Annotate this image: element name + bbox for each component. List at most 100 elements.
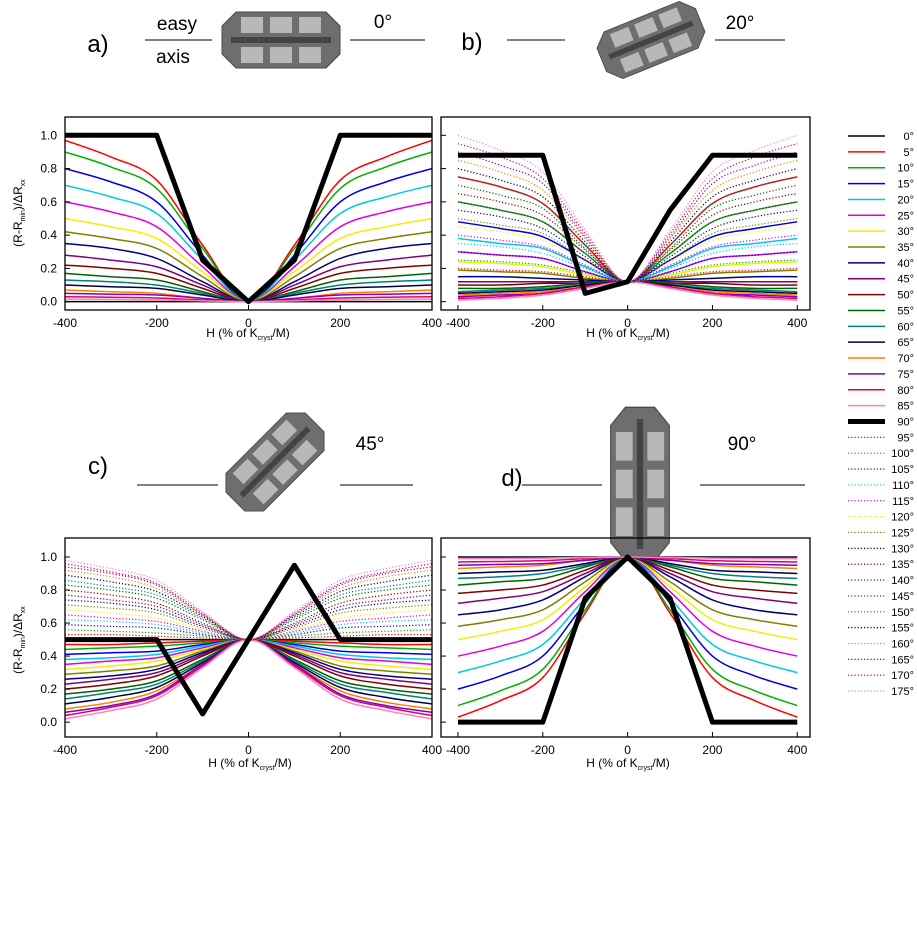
x-axis-title: H (% of Kcryst/M) [586, 326, 669, 342]
legend-label: 25° [897, 210, 914, 222]
series-line [457, 167, 798, 283]
series-line [457, 556, 798, 707]
series-line [65, 599, 432, 641]
plot-frame [440, 537, 811, 738]
legend-label: 30° [897, 226, 914, 238]
series-line [65, 242, 432, 303]
y-tick-label: 0.4 [40, 649, 57, 663]
y-tick-label: 0.8 [40, 583, 57, 597]
y-tick-label: 1.0 [40, 128, 57, 142]
plot-frame [440, 116, 811, 311]
x-axis-title: H (% of Kcryst/M) [206, 326, 289, 342]
x-axis-title: H (% of Kcryst/M) [208, 756, 291, 772]
series-line [457, 554, 798, 725]
series-line [65, 184, 432, 303]
series-line [457, 234, 798, 283]
legend-label: 175° [891, 686, 914, 698]
angle-label: 20° [726, 13, 755, 34]
x-tick-label: 0 [624, 743, 631, 757]
y-tick-label: 1.0 [40, 550, 57, 564]
legend-label: 115° [892, 496, 914, 508]
legend-label: 155° [891, 623, 914, 635]
x-tick-label: 0 [245, 316, 252, 330]
legend-label: 130° [891, 543, 914, 555]
legend-label: 150° [891, 607, 914, 619]
x-tick-label: -200 [531, 743, 555, 757]
legend-label: 105° [891, 464, 914, 476]
series-line [65, 562, 432, 717]
series-line [457, 556, 798, 628]
legend-label: 5° [903, 147, 914, 159]
series-line [457, 152, 798, 296]
series-line [457, 556, 798, 616]
legend-label: 0° [903, 131, 914, 143]
series-line [457, 556, 798, 595]
series-line [65, 574, 432, 641]
series-line [457, 237, 798, 283]
legend-label: 135° [891, 559, 914, 571]
x-tick-label: -200 [145, 316, 169, 330]
legend-label: 45° [897, 274, 914, 286]
panel-label: b) [461, 29, 482, 56]
series-line [65, 619, 432, 641]
x-tick-label: 0 [624, 316, 631, 330]
legend-label: 95° [897, 432, 914, 444]
series-line [457, 556, 798, 641]
x-tick-label: 0 [245, 743, 252, 757]
series-line [457, 217, 798, 283]
legend-label: 160° [891, 639, 914, 651]
angle-label: 0° [374, 12, 392, 33]
series-line [65, 563, 432, 641]
x-tick-label: -200 [531, 316, 555, 330]
x-tick-label: -400 [53, 316, 77, 330]
series-line [65, 231, 432, 303]
series-line [65, 569, 432, 641]
series-line [65, 638, 432, 705]
series-line [65, 594, 432, 641]
y-tick-label: 0.2 [40, 682, 57, 696]
y-tick-label: 0.0 [40, 295, 57, 309]
x-tick-label: 200 [330, 316, 350, 330]
angle-label: 90° [728, 434, 757, 455]
y-axis-title: (R-Rmin)/ΔRxx [11, 179, 27, 247]
legend-label: 125° [891, 528, 914, 540]
legend-label: 55° [897, 305, 914, 317]
panel-label: d) [501, 465, 522, 492]
legend-label: 35° [897, 242, 914, 254]
legend-label: 110° [892, 480, 914, 492]
y-tick-label: 0.2 [40, 261, 57, 275]
series-line [65, 638, 432, 713]
series-line [457, 259, 798, 283]
series-line [65, 559, 432, 641]
legend-label: 120° [891, 512, 914, 524]
x-tick-label: 400 [787, 743, 807, 757]
series-line [65, 638, 432, 700]
device-icon [216, 403, 334, 521]
legend-label: 145° [891, 591, 914, 603]
y-axis-title: (R-Rmin)/ΔRxx [11, 606, 27, 674]
series-line [65, 566, 432, 641]
legend-label: 165° [891, 654, 914, 666]
series-line [65, 589, 432, 641]
series-line [457, 226, 798, 283]
legend-label: 20° [897, 194, 914, 206]
legend-label: 15° [897, 179, 914, 191]
y-tick-label: 0.0 [40, 715, 57, 729]
series-line [65, 579, 432, 641]
axis-note: easy [157, 14, 198, 35]
legend-label: 65° [897, 337, 914, 349]
series-line [457, 201, 798, 283]
legend-label: 50° [897, 290, 914, 302]
series-line [65, 264, 432, 303]
x-axis-title: H (% of Kcryst/M) [586, 756, 669, 772]
series-line [457, 184, 798, 283]
series-line [65, 638, 432, 685]
x-tick-label: -400 [53, 743, 77, 757]
series-line [457, 192, 798, 283]
device-icon [221, 11, 341, 69]
series-line [65, 629, 432, 641]
series-line [65, 132, 432, 305]
device-icon [591, 0, 711, 84]
y-tick-label: 0.6 [40, 195, 57, 209]
